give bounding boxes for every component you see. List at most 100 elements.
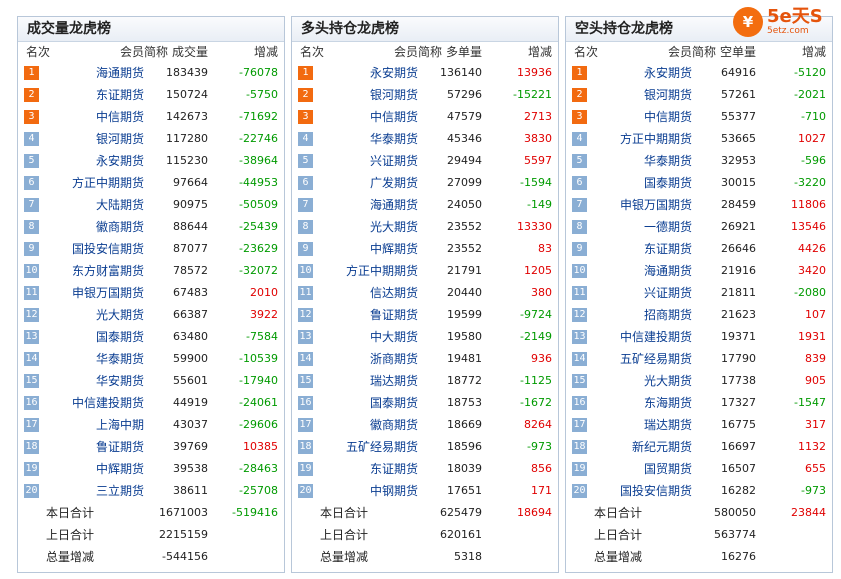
- member-name-link[interactable]: 中辉期货: [95, 462, 144, 476]
- member-name-link[interactable]: 中信建投期货: [619, 330, 692, 344]
- member-name-link[interactable]: 鲁证期货: [95, 440, 144, 454]
- member-name-link[interactable]: 光大期货: [643, 374, 692, 388]
- site-logo[interactable]: ¥ 5e天S 5etz.com: [733, 3, 841, 41]
- member-name-link[interactable]: 兴证期货: [643, 286, 692, 300]
- member-name-link[interactable]: 银河期货: [95, 132, 144, 146]
- volume-value: 136140: [440, 66, 482, 79]
- rank-badge: 7: [298, 198, 313, 212]
- member-name-link[interactable]: 国贸期货: [643, 462, 692, 476]
- member-name-link[interactable]: 五矿经易期货: [619, 352, 692, 366]
- rank-badge: 12: [572, 308, 587, 322]
- rank-badge: 4: [572, 132, 587, 146]
- member-name-link[interactable]: 东证期货: [95, 88, 144, 102]
- member-name-link[interactable]: 海通期货: [369, 198, 418, 212]
- member-name-link[interactable]: 国泰期货: [369, 396, 418, 410]
- change-value: -3220: [794, 176, 826, 189]
- member-name-link[interactable]: 永安期货: [95, 154, 144, 168]
- member-name-link[interactable]: 银河期货: [369, 88, 418, 102]
- member-name-link[interactable]: 海通期货: [643, 264, 692, 278]
- change-value: -2021: [794, 88, 826, 101]
- volume-value: 64916: [721, 66, 756, 79]
- member-name-link[interactable]: 中大期货: [369, 330, 418, 344]
- member-name-link[interactable]: 徽商期货: [369, 418, 418, 432]
- member-name-link[interactable]: 新纪元期货: [631, 440, 692, 454]
- member-name-link[interactable]: 光大期货: [369, 220, 418, 234]
- summary-label: 上日合计: [46, 528, 95, 542]
- member-name-link[interactable]: 中辉期货: [369, 242, 418, 256]
- member-name-link[interactable]: 兴证期货: [369, 154, 418, 168]
- table-row: 20 中钢期货 17651 171: [292, 480, 558, 502]
- member-name-link[interactable]: 中信期货: [643, 110, 692, 124]
- change-value: 380: [531, 286, 552, 299]
- member-name-link[interactable]: 一德期货: [643, 220, 692, 234]
- rank-badge: 5: [24, 154, 39, 168]
- member-name-link[interactable]: 申银万国期货: [619, 198, 692, 212]
- member-name-link[interactable]: 中信期货: [95, 110, 144, 124]
- member-name-link[interactable]: 国泰期货: [643, 176, 692, 190]
- member-name-link[interactable]: 永安期货: [643, 66, 692, 80]
- table-row: 7 申银万国期货 28459 11806: [566, 194, 832, 216]
- rank-badge: 14: [24, 352, 39, 366]
- table-row: 8 一德期货 26921 13546: [566, 216, 832, 238]
- table-row: 9 国投安信期货 87077 -23629: [18, 238, 284, 260]
- member-name-link[interactable]: 方正中期期货: [619, 132, 692, 146]
- volume-value: 67483: [173, 286, 208, 299]
- member-name-link[interactable]: 中信期货: [369, 110, 418, 124]
- member-name-link[interactable]: 招商期货: [643, 308, 692, 322]
- summary-row: 上日合计 2215159: [18, 524, 284, 546]
- member-name-link[interactable]: 华安期货: [95, 374, 144, 388]
- summary-label: 上日合计: [594, 528, 643, 542]
- member-name-link[interactable]: 中信建投期货: [71, 396, 144, 410]
- member-name-link[interactable]: 中钢期货: [369, 484, 418, 498]
- table-row: 6 国泰期货 30015 -3220: [566, 172, 832, 194]
- member-name-link[interactable]: 方正中期期货: [345, 264, 418, 278]
- member-name-link[interactable]: 上海中期: [95, 418, 144, 432]
- table-row: 6 广发期货 27099 -1594: [292, 172, 558, 194]
- change-value: -10539: [239, 352, 278, 365]
- member-name-link[interactable]: 鲁证期货: [369, 308, 418, 322]
- rank-badge: 11: [24, 286, 39, 300]
- panel-title: 空头持仓龙虎榜: [566, 17, 832, 42]
- member-name-link[interactable]: 银河期货: [643, 88, 692, 102]
- change-value: -710: [801, 110, 826, 123]
- table-row: 3 中信期货 142673 -71692: [18, 106, 284, 128]
- member-name-link[interactable]: 徽商期货: [95, 220, 144, 234]
- change-value: -15221: [513, 88, 552, 101]
- member-name-link[interactable]: 国泰期货: [95, 330, 144, 344]
- member-name-link[interactable]: 东海期货: [643, 396, 692, 410]
- summary-volume: -544156: [162, 550, 208, 563]
- member-name-link[interactable]: 大陆期货: [95, 198, 144, 212]
- member-name-link[interactable]: 光大期货: [95, 308, 144, 322]
- member-name-link[interactable]: 国投安信期货: [619, 484, 692, 498]
- member-name-link[interactable]: 申银万国期货: [71, 286, 144, 300]
- table-row: 3 中信期货 47579 2713: [292, 106, 558, 128]
- volume-value: 39769: [173, 440, 208, 453]
- member-name-link[interactable]: 华泰期货: [369, 132, 418, 146]
- member-name-link[interactable]: 东证期货: [643, 242, 692, 256]
- member-name-link[interactable]: 五矿经易期货: [345, 440, 418, 454]
- table-row: 10 海通期货 21916 3420: [566, 260, 832, 282]
- table-row: 20 三立期货 38611 -25708: [18, 480, 284, 502]
- member-name-link[interactable]: 浙商期货: [369, 352, 418, 366]
- member-name-link[interactable]: 华泰期货: [95, 352, 144, 366]
- member-name-link[interactable]: 永安期货: [369, 66, 418, 80]
- member-name-link[interactable]: 方正中期期货: [71, 176, 144, 190]
- member-name-link[interactable]: 信达期货: [369, 286, 418, 300]
- member-name-link[interactable]: 东方财富期货: [71, 264, 144, 278]
- change-value: -149: [527, 198, 552, 211]
- rank-badge: 5: [572, 154, 587, 168]
- member-name-link[interactable]: 东证期货: [369, 462, 418, 476]
- table-row: 18 新纪元期货 16697 1132: [566, 436, 832, 458]
- member-name-link[interactable]: 海通期货: [95, 66, 144, 80]
- volume-value: 29494: [447, 154, 482, 167]
- change-value: 10385: [243, 440, 278, 453]
- member-name-link[interactable]: 国投安信期货: [71, 242, 144, 256]
- member-name-link[interactable]: 华泰期货: [643, 154, 692, 168]
- member-name-link[interactable]: 瑞达期货: [369, 374, 418, 388]
- member-name-link[interactable]: 三立期货: [95, 484, 144, 498]
- member-name-link[interactable]: 瑞达期货: [643, 418, 692, 432]
- member-name-link[interactable]: 广发期货: [369, 176, 418, 190]
- table-row: 2 银河期货 57261 -2021: [566, 84, 832, 106]
- change-value: 2713: [524, 110, 552, 123]
- table-row: 11 信达期货 20440 380: [292, 282, 558, 304]
